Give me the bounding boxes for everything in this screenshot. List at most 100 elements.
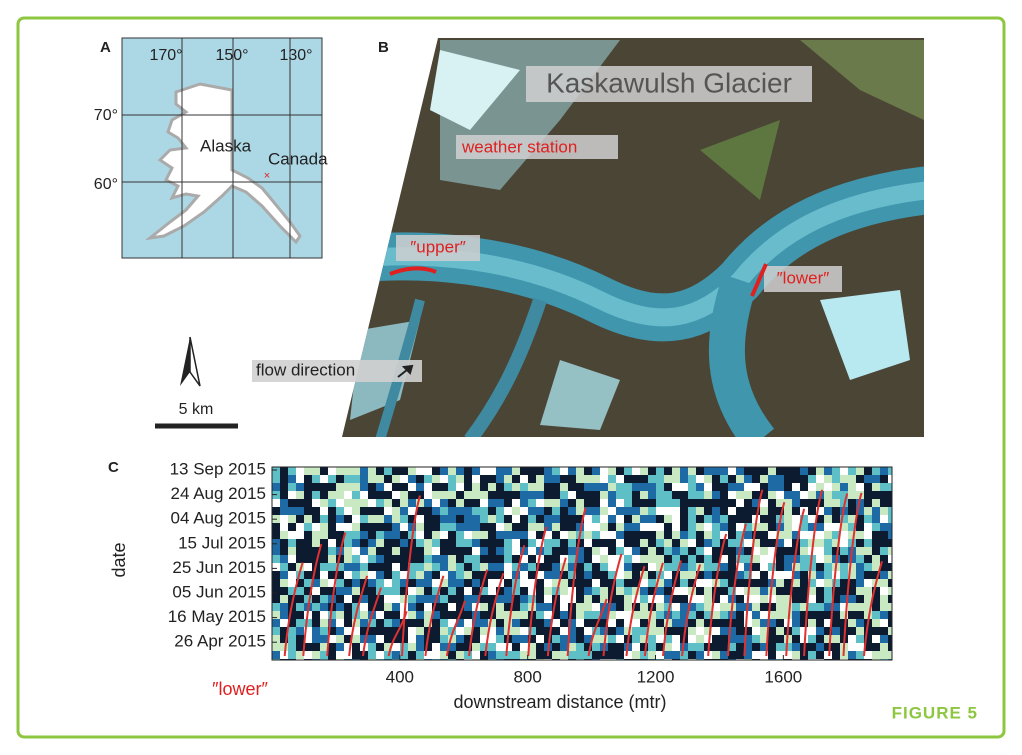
heat-cell <box>784 483 792 491</box>
heat-cell <box>560 539 568 547</box>
heat-cell <box>592 467 600 475</box>
heat-cell <box>520 611 528 619</box>
heat-cell <box>320 619 328 627</box>
heat-cell <box>848 475 856 483</box>
heat-cell <box>808 563 816 571</box>
heat-cell <box>384 595 392 603</box>
heat-cell <box>544 499 552 507</box>
heat-cell <box>376 539 384 547</box>
heat-cell <box>720 635 728 643</box>
heat-cell <box>632 539 640 547</box>
heat-cell <box>272 595 280 603</box>
heat-cell <box>848 611 856 619</box>
heat-cell <box>440 571 448 579</box>
heat-cell <box>880 587 888 595</box>
heat-cell <box>720 523 728 531</box>
heat-cell <box>384 515 392 523</box>
heat-cell <box>368 627 376 635</box>
heat-cell <box>408 627 416 635</box>
heat-cell <box>832 467 840 475</box>
heat-cell <box>664 539 672 547</box>
heat-cell <box>624 483 632 491</box>
heat-cell <box>296 555 304 563</box>
heat-cell <box>616 643 624 651</box>
heat-cell <box>736 635 744 643</box>
heat-cell <box>304 483 312 491</box>
heat-cell <box>448 523 456 531</box>
heat-cell <box>568 539 576 547</box>
heat-cell <box>504 563 512 571</box>
heat-cell <box>336 515 344 523</box>
heat-cell <box>640 603 648 611</box>
heat-cell <box>720 563 728 571</box>
heat-cell <box>432 579 440 587</box>
heat-cell <box>376 579 384 587</box>
heat-cell <box>616 475 624 483</box>
heat-cell <box>576 627 584 635</box>
heat-cell <box>592 643 600 651</box>
heat-cell <box>560 627 568 635</box>
heat-cell <box>704 579 712 587</box>
heat-cell <box>584 491 592 499</box>
heat-cell <box>536 491 544 499</box>
heat-cell <box>488 539 496 547</box>
heat-cell <box>504 579 512 587</box>
heat-cell <box>720 491 728 499</box>
heat-cell <box>696 507 704 515</box>
heat-cell <box>384 475 392 483</box>
heat-cell <box>496 643 504 651</box>
heat-cell <box>384 627 392 635</box>
heat-cell <box>816 531 824 539</box>
heat-cell <box>504 531 512 539</box>
heat-cell <box>416 595 424 603</box>
heat-cell <box>720 627 728 635</box>
heat-cell <box>768 515 776 523</box>
heat-cell <box>800 475 808 483</box>
heat-cell <box>824 555 832 563</box>
heat-cell <box>384 563 392 571</box>
heat-cell <box>600 499 608 507</box>
heat-cell <box>632 555 640 563</box>
heat-cell <box>848 491 856 499</box>
heat-cell <box>280 563 288 571</box>
heat-cell <box>760 507 768 515</box>
heat-cell <box>648 515 656 523</box>
heat-cell <box>776 475 784 483</box>
heat-cell <box>336 603 344 611</box>
heat-cell <box>872 635 880 643</box>
heat-cell <box>360 539 368 547</box>
heat-cell <box>792 475 800 483</box>
heat-cell <box>784 547 792 555</box>
heat-cell <box>792 635 800 643</box>
heat-cell <box>336 595 344 603</box>
heat-cell <box>456 651 464 659</box>
heat-cell <box>752 483 760 491</box>
heat-cell <box>664 491 672 499</box>
heat-cell <box>640 619 648 627</box>
heat-cell <box>328 499 336 507</box>
heat-cell <box>864 587 872 595</box>
heat-cell <box>760 523 768 531</box>
heat-cell <box>464 507 472 515</box>
heat-cell <box>800 587 808 595</box>
heat-cell <box>880 539 888 547</box>
heat-cell <box>888 475 892 483</box>
heat-cell <box>632 491 640 499</box>
heat-cell <box>880 475 888 483</box>
heat-cell <box>304 515 312 523</box>
heat-cell <box>456 523 464 531</box>
heat-cell <box>680 539 688 547</box>
heat-cell <box>816 643 824 651</box>
heat-cell <box>536 595 544 603</box>
heat-cell <box>616 619 624 627</box>
heat-cell <box>448 563 456 571</box>
heat-cell <box>312 611 320 619</box>
heat-cell <box>672 547 680 555</box>
heat-cell <box>888 555 892 563</box>
heat-cell <box>392 587 400 595</box>
heat-cell <box>752 587 760 595</box>
heat-cell <box>616 547 624 555</box>
heat-cell <box>368 651 376 659</box>
heat-cell <box>416 603 424 611</box>
heat-cell <box>880 579 888 587</box>
